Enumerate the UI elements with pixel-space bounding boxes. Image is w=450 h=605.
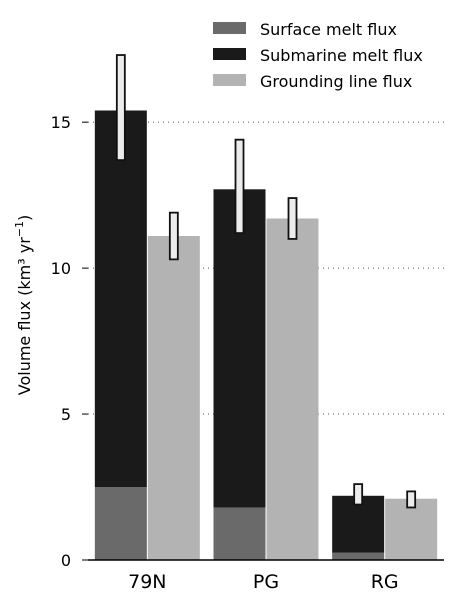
legend-swatch-surface-melt-flux [213, 22, 246, 34]
bar-submarine-melt-PG [213, 189, 266, 508]
x-tick-label-PG: PG [253, 571, 279, 593]
bar-marks [94, 110, 438, 560]
bar-grounding-line-RG [385, 498, 438, 560]
y-tick-label-15: 15 [51, 113, 71, 132]
error-bar-melt-79N [115, 54, 126, 162]
bar-grounding-line-PG [266, 218, 319, 560]
bar-grounding-line-79N [147, 236, 200, 560]
legend-label-grounding-line-flux: Grounding line flux [260, 72, 412, 91]
y-tick-label-0: 0 [61, 551, 71, 570]
error-bar-melt-RG [353, 483, 364, 506]
x-tick-label-79N: 79N [128, 571, 166, 593]
y-axis-label-main: Volume flux (km³ yr [15, 237, 34, 395]
y-tick-label-10: 10 [51, 259, 71, 278]
bar-surface-melt-RG [332, 552, 385, 560]
bar-surface-melt-79N [94, 487, 147, 560]
error-bar-grounding-line-PG [287, 197, 298, 240]
y-axis-label-end: ) [15, 215, 34, 221]
y-axis-label-superscript: −1 [13, 221, 26, 237]
bar-surface-melt-PG [213, 507, 266, 560]
legend-swatch-grounding-line-flux [213, 74, 246, 86]
error-bar-grounding-line-79N [168, 211, 179, 261]
x-tick-label-RG: RG [371, 571, 399, 593]
y-tick-label-5: 5 [61, 405, 71, 424]
legend-swatch-submarine-melt-flux [213, 48, 246, 60]
legend-label-surface-melt-flux: Surface melt flux [260, 20, 397, 39]
y-axis-label: Volume flux (km³ yr−1) [13, 215, 34, 395]
bar-submarine-melt-79N [94, 110, 147, 488]
error-bar-melt-PG [234, 138, 245, 234]
error-bar-grounding-line-RG [406, 490, 417, 509]
error-bar-marks [115, 54, 417, 509]
legend: Surface melt flux Submarine melt flux Grou… [213, 20, 423, 91]
legend-label-submarine-melt-flux: Submarine melt flux [260, 46, 423, 65]
axes: 0 5 10 15 79N PG RG Volume flux (km³ yr−1) [13, 113, 444, 593]
